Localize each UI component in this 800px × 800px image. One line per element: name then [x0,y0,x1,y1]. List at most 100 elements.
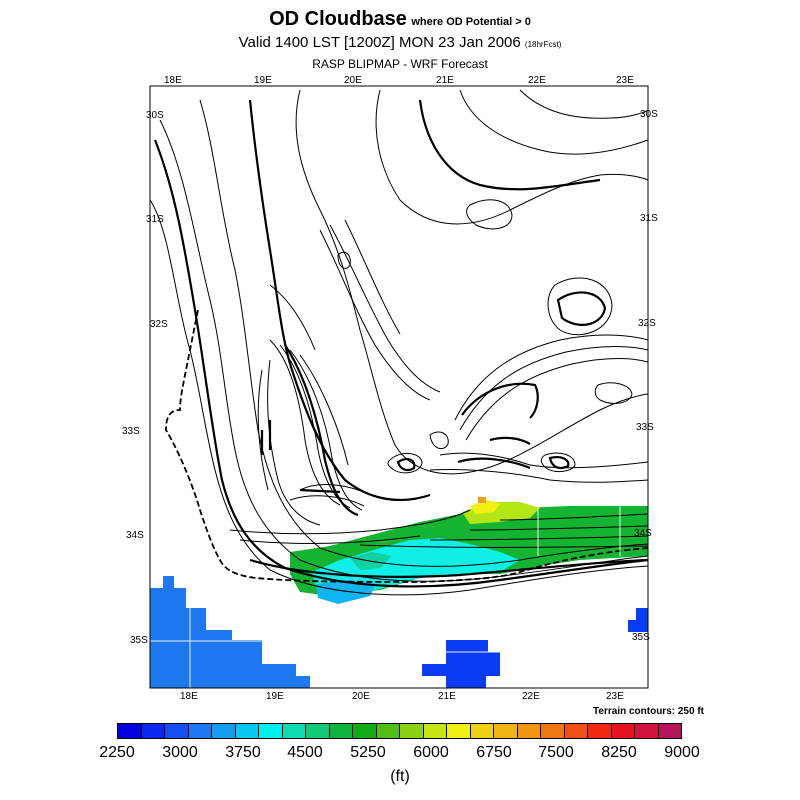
contour-line-bold [457,457,531,470]
contour-line [439,452,649,469]
lat-label-left-33s: 33S [122,426,140,437]
lon-label-top-18e: 18E [164,75,182,86]
fill-lightblue-area [316,580,376,604]
contour-line-bold [249,558,649,578]
legend-swatch-7 [282,723,306,739]
contour-line [337,251,351,269]
contour-line-bold [299,488,341,494]
contour-line [279,344,351,509]
contour-line [359,544,649,548]
contour-line-bold [556,291,607,326]
legend-label-5250: 5250 [350,744,386,761]
lon-label-bottom-23e: 23E [606,691,624,702]
contour-line [429,431,449,450]
legend-swatch-1 [141,723,165,739]
contour-line [239,535,421,544]
legend-swatch-4 [212,723,236,739]
lat-label-left-30s: 30S [146,110,164,121]
legend-swatch-20 [588,723,612,739]
legend-swatch-8 [306,723,330,739]
contour-line [269,339,341,506]
contour-line [519,89,649,119]
contour-line-bold [418,99,601,191]
legend-swatch-9 [329,723,353,739]
lon-label-top-21e: 21E [436,75,454,86]
legend-label-9000: 9000 [664,744,700,761]
contour-line [344,219,401,335]
map-frame [149,85,649,689]
contour-line [329,224,441,393]
lon-label-top-19e: 19E [254,75,272,86]
lat-label-right-34s: 34S [634,528,652,539]
lon-label-bottom-22e: 22E [522,691,540,702]
fill-blue-southeast [628,608,648,632]
contour-line [547,277,613,336]
contour-line [594,382,633,404]
fill-cyan-area [312,538,520,596]
forecast-fill [150,497,648,688]
contour-line [149,199,649,596]
legend-swatch-22 [635,723,659,739]
legend-swatch-19 [564,723,588,739]
lon-label-top-23e: 23E [616,75,634,86]
contour-line [289,495,365,507]
contour-line [499,513,649,521]
legend-swatch-21 [611,723,635,739]
contour-line [229,509,471,535]
lat-label-right-32s: 32S [638,318,656,329]
map-title: OD Cloudbase where OD Potential > 0 [0,8,800,31]
contour-line [429,468,649,483]
contour-line [387,453,423,474]
legend-label-2250: 2250 [99,744,135,761]
lon-label-bottom-20e: 20E [352,691,370,702]
contour-line [375,89,649,225]
contour-line-bold [489,436,531,445]
legend-swatch-0 [117,723,142,739]
fill-yellow-area [470,500,500,514]
legend-swatch-11 [376,723,400,739]
legend-swatch-5 [235,723,259,739]
terrain-contours [149,89,649,596]
contour-line [199,99,649,567]
contour-line-bold [153,139,649,588]
contour-line [299,354,349,466]
contour-line [469,525,649,531]
contour-line-bold [284,344,359,517]
legend-label-3000: 3000 [162,744,198,761]
graticule [150,506,621,688]
legend-swatch-15 [470,723,494,739]
legend-swatch-18 [541,723,565,739]
lat-label-left-31s: 31S [146,214,164,225]
legend-swatch-23 [658,723,682,739]
fill-blue-dark-south [422,640,500,688]
contour-line [540,452,576,473]
contour-line [319,229,431,401]
contour-line [257,369,269,491]
lat-label-right-30s: 30S [640,109,658,120]
contour-line [465,358,649,441]
legend-label-3750: 3750 [225,744,261,761]
forecast-hours: (18hrFcst) [524,40,562,49]
legend-label-8250: 8250 [601,744,637,761]
legend-swatch-16 [494,723,518,739]
lat-label-right-31s: 31S [640,213,658,224]
lat-label-left-32s: 32S [150,319,168,330]
lon-label-bottom-18e: 18E [180,691,198,702]
lon-label-bottom-19e: 19E [266,691,284,702]
title-main: OD Cloudbase [269,8,407,30]
legend-swatch-13 [423,723,447,739]
legend-units: (ft) [390,768,410,785]
valid-time-text: Valid 1400 LST [1200Z] MON 23 Jan 2006 [238,34,521,51]
lat-label-right-35s: 35S [632,632,650,643]
contour-line [466,199,513,230]
color-legend [117,723,682,739]
lon-label-top-22e: 22E [528,75,546,86]
contour-line [159,119,649,582]
legend-swatch-12 [400,723,424,739]
contour-line [459,346,649,431]
terrain-contour-note: Terrain contours: 250 ft [593,706,704,717]
coastline [165,309,649,583]
contour-line [454,334,649,421]
title-qualifier: where OD Potential > 0 [411,16,531,28]
